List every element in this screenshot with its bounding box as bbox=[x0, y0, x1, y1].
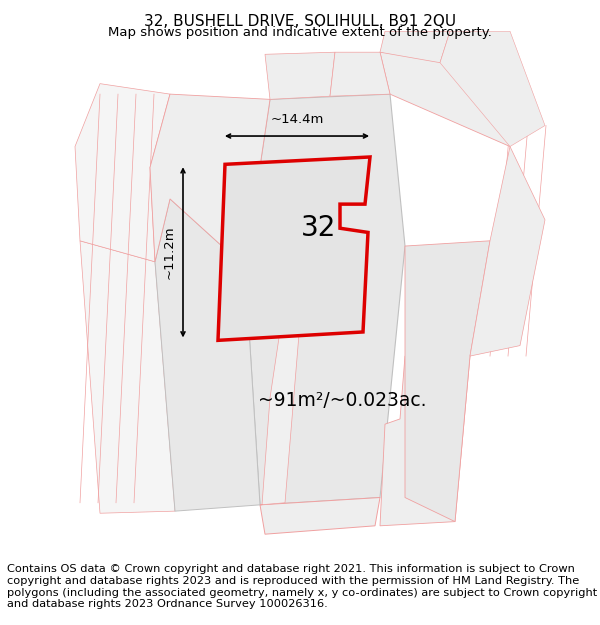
Text: 32, BUSHELL DRIVE, SOLIHULL, B91 2QU: 32, BUSHELL DRIVE, SOLIHULL, B91 2QU bbox=[144, 14, 456, 29]
Polygon shape bbox=[440, 31, 545, 146]
Text: Contains OS data © Crown copyright and database right 2021. This information is : Contains OS data © Crown copyright and d… bbox=[7, 564, 598, 609]
Text: Map shows position and indicative extent of the property.: Map shows position and indicative extent… bbox=[108, 26, 492, 39]
Polygon shape bbox=[405, 241, 490, 522]
Polygon shape bbox=[380, 52, 520, 146]
Polygon shape bbox=[75, 84, 170, 262]
Text: ~14.4m: ~14.4m bbox=[271, 112, 323, 126]
Text: 32: 32 bbox=[301, 214, 337, 242]
Polygon shape bbox=[260, 262, 305, 505]
Polygon shape bbox=[265, 52, 335, 99]
Polygon shape bbox=[155, 199, 260, 511]
Polygon shape bbox=[80, 241, 175, 513]
Polygon shape bbox=[245, 94, 405, 505]
Polygon shape bbox=[380, 356, 470, 526]
Polygon shape bbox=[470, 146, 545, 356]
Polygon shape bbox=[260, 498, 380, 534]
Polygon shape bbox=[380, 31, 450, 62]
Polygon shape bbox=[218, 157, 370, 341]
Text: ~11.2m: ~11.2m bbox=[163, 226, 176, 279]
Polygon shape bbox=[150, 94, 270, 267]
Polygon shape bbox=[330, 52, 390, 96]
Text: ~91m²/~0.023ac.: ~91m²/~0.023ac. bbox=[258, 391, 427, 409]
